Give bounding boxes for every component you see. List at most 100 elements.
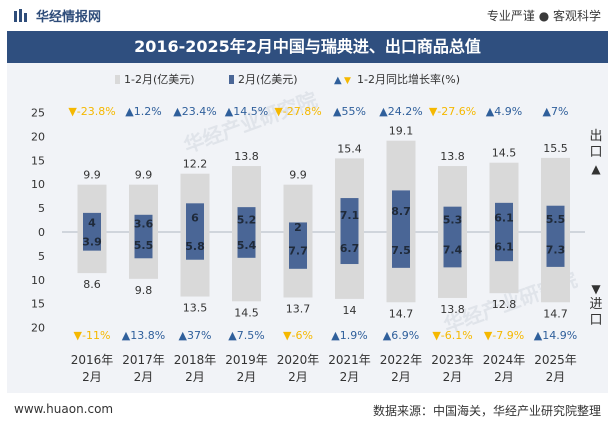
side-label-export-1: 出 (589, 129, 602, 144)
label-export-ytd: 15.4 (337, 142, 362, 155)
label-import-ytd: 14 (343, 304, 357, 317)
label-import-ytd: 14.5 (234, 306, 259, 319)
import-growth-label: ▲14.9% (534, 329, 577, 342)
x-tick-label: 2020年 (277, 353, 320, 367)
export-growth-label: ▲23.4% (173, 105, 216, 118)
x-tick-label: 2月 (82, 370, 102, 384)
legend-label-ytd: 1-2月(亿美元) (124, 73, 195, 86)
legend-up-icon: ▲ (334, 75, 342, 86)
legend-label-month: 2月(亿美元) (238, 73, 298, 86)
footer-url: www.huaon.com (14, 402, 114, 416)
label-import-ytd: 8.6 (83, 278, 101, 291)
chart-area: 华经产业研究院 华经产业研究院 1-2月(亿美元) 2月(亿美元) ▲ ▼ 1-2月同比增长… (7, 63, 608, 393)
export-growth-label: ▼-27.6% (429, 105, 476, 118)
label-import-month: 5.4 (237, 239, 257, 252)
logo-text: 华经情报网 (36, 10, 102, 25)
bar-export-month (392, 190, 410, 232)
import-growth-label: ▼-7.9% (484, 329, 524, 342)
label-export-ytd: 13.8 (234, 150, 259, 163)
bar-import-month (237, 232, 256, 258)
x-tick-label: 2月 (391, 370, 411, 384)
bar-import-month (546, 232, 565, 267)
export-growth-label: ▲55% (333, 105, 366, 118)
label-export-month: 7.1 (340, 209, 360, 222)
footer: www.huaon.com 数据来源：中国海关，华经产业研究院整理 (0, 395, 615, 427)
x-tick-label: 2月 (340, 370, 360, 384)
watermark-text: 华经产业研究院 (181, 87, 321, 157)
legend-down-icon: ▼ (344, 76, 351, 86)
x-tick-label: 2月 (546, 370, 566, 384)
bar-import-month (186, 232, 204, 260)
export-growth-label: ▲4.9% (486, 105, 522, 118)
label-import-month: 7.4 (443, 244, 463, 257)
import-growth-label: ▲37% (179, 329, 212, 342)
label-export-month: 6.1 (494, 211, 514, 224)
y-tick-label: 0 (38, 226, 45, 239)
x-tick-label: 2月 (185, 370, 205, 384)
y-tick-label: 15 (31, 298, 45, 311)
export-growth-label: ▲24.2% (379, 105, 422, 118)
bar-export-month (237, 207, 256, 232)
label-export-month: 4 (88, 216, 96, 229)
bar-export-month (186, 203, 204, 232)
label-import-month: 6.1 (494, 241, 514, 254)
legend-swatch-ytd (115, 75, 120, 84)
label-export-ytd: 14.5 (492, 147, 517, 160)
import-growth-label: ▲6.9% (383, 329, 419, 342)
bar-export-month (546, 205, 565, 232)
label-import-month: 7.3 (546, 243, 566, 256)
top-bar: 华经情报网 专业严谨 ● 客观科学 (0, 0, 615, 30)
chart-title: 2016-2025年2月中国与瑞典进、出口商品总值 (134, 37, 481, 56)
x-tick-label: 2024年 (483, 353, 526, 367)
x-tick-label: 2月 (237, 370, 257, 384)
side-label-export-2: 口 (589, 145, 602, 160)
import-growth-label: ▲13.8% (122, 329, 165, 342)
export-growth-label: ▼-27.8% (274, 105, 321, 118)
bar-import-month (83, 232, 101, 251)
x-tick-label: 2月 (494, 370, 514, 384)
bar-export-month (289, 222, 307, 232)
label-import-month: 7.7 (288, 244, 308, 257)
label-export-month: 3.6 (134, 217, 154, 230)
label-export-ytd: 9.9 (289, 169, 307, 182)
y-tick-label: 5 (38, 202, 45, 215)
label-import-ytd: 14.7 (389, 307, 414, 320)
x-tick-label: 2021年 (328, 353, 371, 367)
label-export-month: 5.3 (443, 213, 463, 226)
bar-import-month (134, 232, 153, 259)
label-import-month: 3.9 (82, 235, 102, 248)
label-export-ytd: 9.9 (135, 169, 153, 182)
logo-icon (14, 9, 27, 22)
label-import-month: 5.8 (185, 240, 205, 253)
x-tick-label: 2月 (134, 370, 154, 384)
label-export-month: 2 (294, 221, 302, 234)
import-arrow-icon: ▼ (591, 282, 601, 296)
bar-export-month (340, 198, 359, 232)
import-growth-label: ▲7.5% (228, 329, 264, 342)
label-export-ytd: 19.1 (389, 125, 414, 138)
export-arrow-icon: ▲ (591, 162, 601, 176)
label-export-month: 5.5 (546, 213, 566, 226)
side-label-import-1: 进 (589, 297, 602, 312)
label-import-ytd: 14.7 (543, 307, 568, 320)
import-growth-label: ▼-6.1% (432, 329, 472, 342)
x-tick-label: 2022年 (380, 353, 423, 367)
bar-export-month (443, 206, 462, 232)
label-export-ytd: 13.8 (440, 150, 465, 163)
label-export-ytd: 12.2 (183, 158, 208, 171)
export-growth-label: ▲7% (543, 105, 569, 118)
export-growth-label: ▲14.5% (225, 105, 268, 118)
label-import-ytd: 13.5 (183, 302, 208, 315)
x-tick-label: 2月 (288, 370, 308, 384)
label-export-ytd: 15.5 (543, 142, 568, 155)
y-tick-label: 20 (31, 322, 45, 335)
label-import-month: 7.5 (391, 244, 411, 257)
side-label-import-2: 口 (589, 313, 602, 328)
x-tick-label: 2016年 (71, 353, 114, 367)
bar-import-month (340, 232, 359, 265)
x-tick-label: 2月 (443, 370, 463, 384)
export-growth-label: ▲1.2% (125, 105, 161, 118)
x-tick-label: 2017年 (122, 353, 165, 367)
bar-import-month (443, 232, 462, 268)
label-export-month: 8.7 (391, 205, 411, 218)
